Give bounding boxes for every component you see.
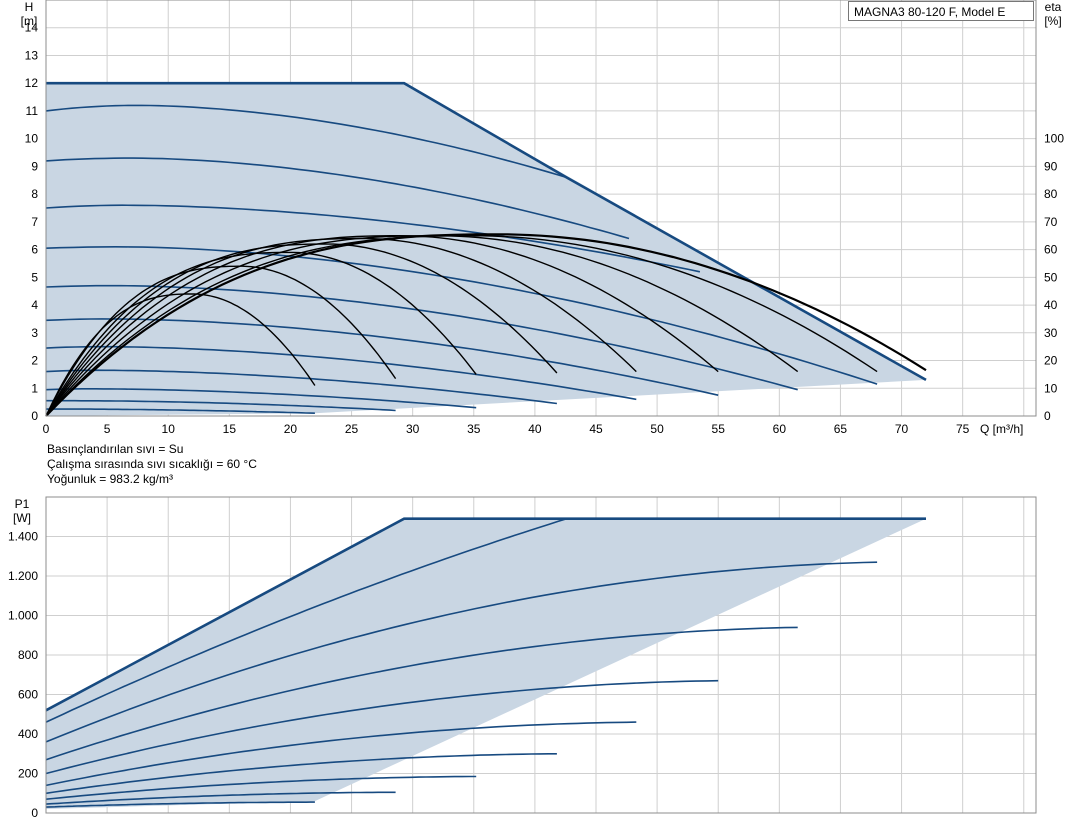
y2-tick-label: 90 xyxy=(1044,159,1058,173)
operating-area xyxy=(46,518,926,809)
x-tick-label: 50 xyxy=(650,422,664,436)
x-axis-label: Q [m³/h] xyxy=(980,422,1023,436)
x-tick-label: 10 xyxy=(162,422,176,436)
efficiency-curve xyxy=(45,237,637,417)
power-curve xyxy=(45,626,798,761)
y-tick-label: 1.200 xyxy=(8,569,38,583)
y-axis-label: H xyxy=(25,0,34,14)
y2-tick-label: 80 xyxy=(1044,187,1058,201)
y2-tick-label: 60 xyxy=(1044,243,1058,257)
y-tick-label: 7 xyxy=(31,215,38,229)
y-tick-label: 6 xyxy=(31,243,38,257)
x-tick-label: 5 xyxy=(104,422,111,436)
y2-tick-label: 70 xyxy=(1044,215,1058,229)
x-tick-label: 15 xyxy=(223,422,237,436)
x-tick-label: 25 xyxy=(345,422,359,436)
fluid-info-line: Çalışma sırasında sıvı sıcaklığı = 60 °C xyxy=(47,457,257,471)
x-tick-label: 60 xyxy=(773,422,787,436)
max-curve xyxy=(46,81,927,382)
power-chart: 0 200 400 600 800 1.000 1.200 1.400 P1[W] xyxy=(8,496,1037,820)
speed-curve xyxy=(45,369,558,405)
fluid-info: Basınçlandırılan sıvı = Su Çalışma sıras… xyxy=(47,442,257,487)
y2-tick-label: 100 xyxy=(1044,132,1064,146)
speed-curve xyxy=(46,399,396,412)
plot-frame xyxy=(45,0,1037,417)
x-tick-label: 75 xyxy=(956,422,970,436)
power-curve xyxy=(45,753,557,795)
y2-tick-label: 50 xyxy=(1044,270,1058,284)
y-tick-label: 1 xyxy=(31,381,38,395)
efficiency-curve xyxy=(45,251,477,417)
x-tick-label: 65 xyxy=(834,422,848,436)
y-tick-label: 14 xyxy=(25,21,39,35)
power-curve xyxy=(45,679,719,775)
y-tick-label: 1.400 xyxy=(8,530,38,544)
y-tick-label: 12 xyxy=(25,76,39,90)
y-tick-label: 2 xyxy=(31,354,38,368)
plot-frame xyxy=(45,496,1037,814)
x-tick-label: 30 xyxy=(406,422,420,436)
power-curve xyxy=(45,721,637,787)
y-tick-label: 800 xyxy=(18,648,38,662)
power-curve xyxy=(45,561,878,743)
fluid-info-line: Yoğunluk = 983.2 kg/m³ xyxy=(47,472,173,486)
y-axis-label: P1 xyxy=(15,497,30,511)
y-tick-label: 11 xyxy=(26,104,39,118)
efficiency-curve xyxy=(45,234,878,417)
power-curve xyxy=(45,801,315,808)
x-tick-label: 0 xyxy=(43,422,50,436)
speed-curve xyxy=(45,345,637,401)
x-tick-label: 55 xyxy=(712,422,726,436)
y-axis-unit: [m] xyxy=(21,14,38,28)
y2-tick-label: 30 xyxy=(1044,326,1058,340)
y-tick-label: 13 xyxy=(25,48,39,62)
head-chart: 0 5 10 15 20 25 30 35 40 45 50 55 60 65 70 750123456789… xyxy=(21,0,1064,436)
speed-curve xyxy=(45,204,701,273)
y2-tick-label: 10 xyxy=(1044,381,1058,395)
fluid-info-line: Basınçlandırılan sıvı = Su xyxy=(47,442,184,456)
y2-axis-unit: [%] xyxy=(1044,14,1061,28)
y-axis-unit: [W] xyxy=(13,511,31,525)
speed-curve xyxy=(45,245,878,385)
power-curve xyxy=(45,791,396,805)
x-tick-label: 20 xyxy=(284,422,298,436)
speed-curve xyxy=(45,388,477,409)
x-tick-label: 70 xyxy=(895,422,909,436)
y-tick-label: 9 xyxy=(31,159,38,173)
y2-axis-label: eta xyxy=(1045,0,1062,14)
y-tick-label: 400 xyxy=(18,727,38,741)
x-tick-label: 35 xyxy=(467,422,481,436)
y-tick-label: 8 xyxy=(31,187,38,201)
max-power-curve xyxy=(45,517,926,712)
x-tick-label: 40 xyxy=(528,422,542,436)
power-curve xyxy=(45,775,477,800)
y-tick-label: 4 xyxy=(31,298,38,312)
speed-curve xyxy=(45,157,630,240)
speed-curve xyxy=(45,104,567,179)
efficiency-curve xyxy=(45,235,719,417)
efficiency-curve xyxy=(45,233,927,417)
x-tick-label: 45 xyxy=(589,422,603,436)
y2-tick-label: 0 xyxy=(1044,409,1051,423)
y-tick-label: 200 xyxy=(18,767,38,781)
y-tick-label: 5 xyxy=(31,270,38,284)
efficiency-curve xyxy=(45,243,558,417)
y-tick-label: 0 xyxy=(31,409,38,423)
y2-tick-label: 20 xyxy=(1044,354,1058,368)
y2-tick-label: 40 xyxy=(1044,298,1058,312)
model-label: MAGNA3 80-120 F, Model E xyxy=(848,1,1034,21)
y-tick-label: 600 xyxy=(18,688,38,702)
y-tick-label: 1.000 xyxy=(8,609,38,623)
y-tick-label: 10 xyxy=(25,132,39,146)
y-tick-label: 0 xyxy=(31,806,38,820)
y-tick-label: 3 xyxy=(31,326,38,340)
power-curve xyxy=(45,517,567,723)
speed-curve xyxy=(46,408,315,414)
